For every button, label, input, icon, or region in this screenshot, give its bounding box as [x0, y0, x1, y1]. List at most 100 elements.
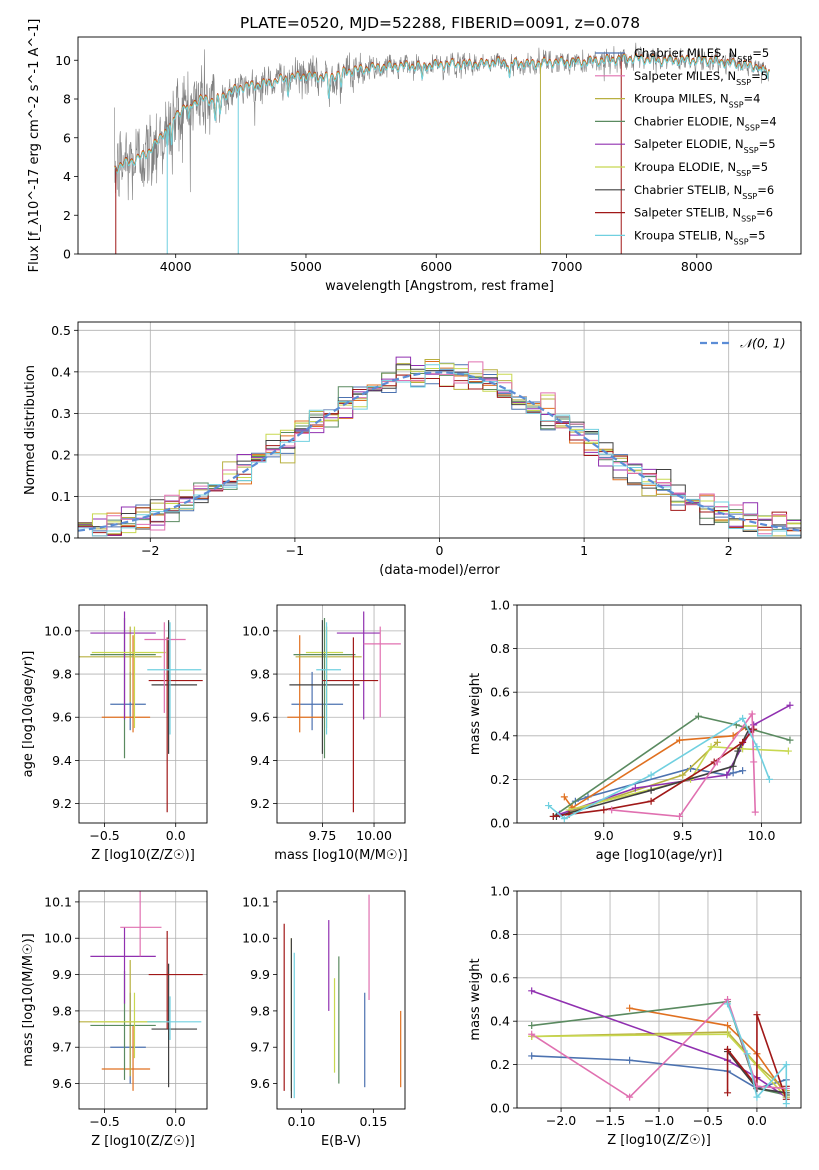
axes-frame — [78, 604, 208, 824]
mass-weight-marker — [739, 714, 747, 722]
y-tick-label: 1.0 — [490, 884, 510, 899]
mass-weight-marker — [713, 758, 721, 766]
y-tick-label: 6 — [63, 130, 71, 145]
mass-weight-marker — [679, 771, 687, 779]
axes-frame — [77, 36, 802, 255]
x-tick-label: −2 — [141, 543, 159, 558]
axes-frame — [276, 890, 406, 1110]
x-tick-label: 0.0 — [166, 828, 186, 843]
axes-frame — [78, 890, 208, 1110]
gaussian-legend-label: 𝒩(0, 1) — [740, 336, 786, 351]
x-axis-label: (data-model)/error — [379, 563, 500, 578]
mass-weight-marker — [694, 712, 702, 720]
mass-weight-marker — [724, 1089, 732, 1097]
mass-vs-Z-plot-area — [79, 891, 207, 1109]
x-tick-label: 10.0 — [748, 828, 776, 843]
mass-weight-marker — [626, 1004, 634, 1012]
mass-weight-vs-age-axes: 9.0 9.5 10.0 0.0 0.2 0.4 0.6 0.8 1.0 age [log10(a… — [468, 598, 802, 863]
mass-weight-marker — [765, 775, 773, 783]
y-tick-label: 2 — [63, 208, 71, 223]
mass-weight-marker — [723, 771, 731, 779]
x-tick-label: −1.5 — [595, 1113, 625, 1128]
mass-weight-marker — [724, 1030, 732, 1038]
y-tick-label: 9.4 — [52, 753, 72, 768]
mass-weight-marker — [545, 802, 553, 810]
y-tick-label: 9.7 — [250, 1040, 270, 1055]
mass-weight-marker — [753, 1093, 761, 1101]
y-axis-label: mass weight — [468, 958, 483, 1040]
legend-sub: SSP — [736, 77, 751, 86]
x-tick-label: 0.0 — [166, 1114, 186, 1129]
axes-frame — [276, 604, 406, 824]
legend-value: =5 — [751, 160, 768, 174]
legend-value: =4 — [760, 114, 777, 128]
x-tick-label: 9.5 — [673, 828, 693, 843]
y-tick-label: 10.0 — [44, 623, 72, 638]
mass-weight-marker — [528, 1030, 536, 1038]
y-tick-label: 10.0 — [242, 623, 270, 638]
figure-title: PLATE=0520, MJD=52288, FIBERID=0091, z=0… — [240, 14, 640, 32]
mass-weight-marker — [608, 806, 616, 814]
mass-weight-marker — [750, 725, 758, 733]
mass-weight-marker — [626, 1093, 634, 1101]
y-tick-label: 0.8 — [490, 927, 510, 942]
mass-weight-marker — [724, 1045, 732, 1053]
age-vs-Z-axes: −0.5 0.0 9.2 9.4 9.6 9.8 10.0 Z [log10(Z/Z☉)] ag… — [21, 604, 208, 863]
mass-weight-marker — [560, 815, 568, 823]
spectrum-axes: 4000 5000 6000 7000 8000 0 2 4 6 8 10 wavelength [A… — [27, 19, 802, 294]
mass-weight-marker — [734, 747, 742, 755]
y-tick-label: 8 — [63, 92, 71, 107]
x-axis-label: Z [log10(Z/Z☉)] — [91, 1134, 195, 1149]
y-tick-label: 9.6 — [250, 710, 270, 725]
y-tick-label: 0.0 — [490, 1101, 510, 1116]
mass-weight-marker — [753, 1011, 761, 1019]
mass-weight-marker — [713, 738, 721, 746]
x-tick-label: −0.5 — [693, 1113, 723, 1128]
legend-sub: SSP — [744, 146, 759, 155]
y-tick-label: 0.1 — [51, 489, 71, 504]
mass-weight-marker — [528, 1022, 536, 1030]
x-tick-label: −2.0 — [546, 1113, 576, 1128]
x-axis-label: Z [log10(Z/Z☉)] — [91, 848, 195, 863]
legend-value: =5 — [751, 69, 768, 83]
y-tick-label: 9.8 — [250, 667, 270, 682]
x-axis-label: Z [log10(Z/Z☉)] — [607, 1133, 711, 1148]
mass-weight-line — [611, 711, 757, 818]
mass-weight-marker — [751, 808, 759, 816]
mass-weight-line — [552, 715, 791, 818]
y-tick-label: 0.2 — [490, 1057, 510, 1072]
x-tick-label: 9.75 — [308, 828, 336, 843]
mass-weight-marker — [782, 1100, 790, 1108]
y-tick-label: 9.8 — [250, 1003, 270, 1018]
axes-frame — [77, 321, 802, 539]
mass-weight-marker — [784, 747, 792, 755]
mass-weight-line — [563, 726, 747, 809]
y-tick-label: 1.0 — [490, 598, 510, 613]
mass-weight-marker — [626, 1056, 634, 1064]
legend-value: =4 — [744, 92, 761, 106]
mass-weight-marker — [786, 701, 794, 709]
y-tick-label: 10.0 — [242, 931, 270, 946]
x-tick-label: −1 — [286, 543, 304, 558]
legend-label: Kroupa STELIB, NSSP=5 — [634, 228, 765, 246]
x-tick-label: 7000 — [551, 259, 583, 274]
y-tick-label: 0.4 — [51, 364, 71, 379]
spectrum-model-line — [114, 54, 770, 174]
y-tick-label: 9.2 — [250, 796, 270, 811]
residual-histogram-axes: −2 −1 0 1 2 0.0 0.1 0.2 0.3 0.4 0.5 (data-model)/er… — [23, 321, 802, 578]
y-axis-label: mass weight — [468, 673, 483, 755]
legend-value: =6 — [757, 183, 774, 197]
y-axis-label: Normed distribution — [23, 365, 38, 495]
histogram-step-line — [78, 374, 801, 536]
y-tick-label: 0.4 — [490, 1014, 510, 1029]
x-tick-label: −0.5 — [89, 828, 119, 843]
gaussian-curve — [78, 371, 801, 532]
legend-sub: SSP — [734, 237, 749, 246]
spectrum-plot-area — [114, 42, 770, 254]
y-tick-label: 10 — [55, 53, 71, 68]
y-tick-label: 10.1 — [242, 894, 270, 909]
legend-value: =5 — [752, 46, 769, 60]
mass-weight-marker — [647, 797, 655, 805]
histogram-step-line — [78, 364, 801, 532]
